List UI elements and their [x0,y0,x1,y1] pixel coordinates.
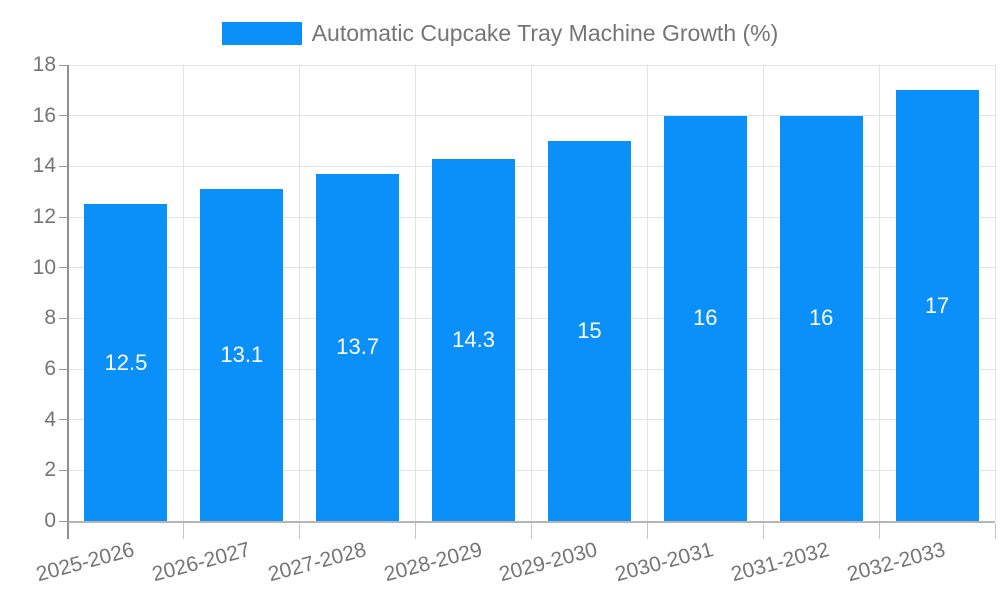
x-axis-tick [299,523,301,539]
bar-value-label: 14.3 [452,326,495,352]
bar-value-label: 13.1 [220,342,264,368]
bar[interactable] [432,158,516,521]
x-axis-tick [878,523,880,539]
x-axis-tick [762,523,764,539]
x-axis-tick [994,523,996,539]
y-axis-tick-label: 4 [44,407,56,431]
y-axis-tick [59,216,68,218]
bar[interactable] [895,90,979,521]
y-axis-tick-label: 18 [32,53,56,76]
y-axis-tick [59,368,68,370]
bar-value-label: 12.5 [104,349,148,375]
x-axis-tick [183,523,185,539]
x-gridline [531,65,532,521]
bar[interactable] [547,141,631,521]
bar-value-label: 13.7 [336,334,380,360]
x-gridline [183,65,185,521]
x-gridline [646,65,648,521]
bar[interactable] [779,115,863,521]
bar-value-label: 16 [693,305,718,331]
bar[interactable] [84,204,168,521]
legend[interactable]: Automatic Cupcake Tray Machine Growth (%… [0,21,1000,45]
y-axis-tick-label: 0 [44,509,56,532]
bar-value-label: 15 [577,318,602,343]
y-axis-tick-label: 14 [32,154,56,178]
y-axis-tick-label: 12 [32,205,56,228]
x-gridline [878,65,880,521]
y-axis-tick-label: 8 [44,306,56,330]
x-axis-tick [415,523,417,539]
x-gridline [762,65,764,521]
x-axis-line [68,521,995,523]
y-axis-tick [59,419,68,421]
y-axis-tick [59,469,68,471]
legend-swatch[interactable] [221,21,302,45]
y-axis-tick-label: 16 [32,103,56,127]
x-axis-tick [531,523,532,539]
x-gridline [299,65,301,521]
legend-label[interactable]: Automatic Cupcake Tray Machine Growth (%… [311,20,779,46]
y-axis-line [67,65,69,539]
bar-value-label: 16 [808,305,834,331]
bar[interactable] [663,115,747,521]
y-axis-tick [59,520,68,522]
x-gridline [415,65,417,521]
y-axis-tick-label: 6 [44,357,56,380]
y-axis-tick [59,267,68,269]
y-axis-tick [59,64,68,66]
y-axis-tick-label: 10 [32,255,56,279]
y-axis-tick [59,115,68,117]
bar[interactable] [200,189,284,521]
bar-value-label: 17 [924,292,950,318]
y-axis-tick [59,165,68,167]
bar[interactable] [316,173,400,521]
x-axis-tick [646,523,648,539]
y-axis-tick [59,317,68,319]
y-axis-tick-label: 2 [44,458,56,482]
x-gridline [994,65,996,521]
